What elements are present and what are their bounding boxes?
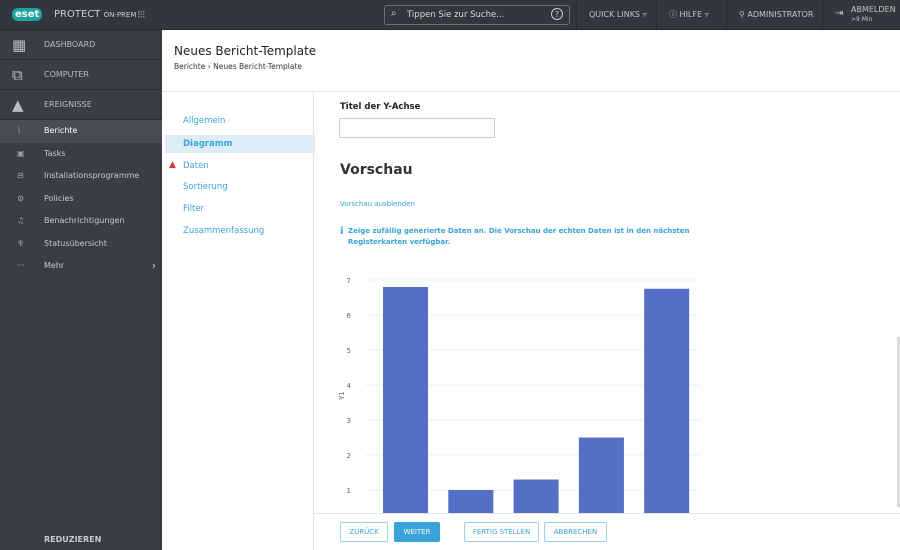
- y-axis-title-input[interactable]: [339, 118, 495, 138]
- computer-icon: ⧉: [12, 66, 23, 84]
- user-label: ADMINISTRATOR: [747, 10, 814, 19]
- reports-icon: ⌇: [17, 126, 21, 135]
- breadcrumb: Berichte › Neues Bericht-Template: [174, 62, 302, 71]
- page-title: Neues Bericht-Template: [174, 44, 317, 58]
- sidebar-item-events[interactable]: ▲ EREIGNISSE: [0, 90, 162, 120]
- warning-icon: ▲: [169, 160, 176, 170]
- product-suffix: ON-PREM: [103, 11, 137, 19]
- sidebar-item-reports[interactable]: ⌇ Berichte: [0, 120, 162, 143]
- eset-logo: eset: [12, 8, 43, 21]
- sidebar-label: Installationsprogramme: [44, 171, 140, 180]
- session-time: >9 Min: [851, 16, 873, 23]
- sidebar-label: COMPUTER: [44, 70, 89, 79]
- info-text: Zeige zufällig generierte Daten an. Die …: [348, 227, 690, 246]
- chevron-down-icon: ▿: [642, 10, 647, 19]
- bar: [383, 287, 428, 513]
- sidebar-item-tasks[interactable]: ▣ Tasks: [0, 143, 162, 166]
- quick-links-label: QUICK LINKS: [589, 10, 641, 19]
- y-tick-label: 5: [347, 347, 351, 355]
- step-summary[interactable]: Zusammenfassung: [183, 226, 265, 236]
- preview-heading: Vorschau: [340, 162, 413, 178]
- y-tick-label: 1: [347, 487, 351, 495]
- hide-preview-link[interactable]: Vorschau ausblenden: [340, 200, 415, 208]
- installer-icon: ⊟: [17, 171, 24, 180]
- help-menu[interactable]: ⓘ HILFE ▿: [656, 0, 726, 30]
- wizard-footer: ZURÜCK WEITER FERTIG STELLEN ABBRECHEN: [314, 513, 900, 550]
- logout-icon: ⇥: [835, 8, 844, 19]
- y-axis-label: Y1: [338, 391, 346, 401]
- sidebar-item-more[interactable]: ··· Mehr ›: [0, 255, 162, 278]
- more-icon: ···: [17, 261, 25, 270]
- chevron-right-icon: ›: [151, 259, 156, 272]
- sidebar-item-installers[interactable]: ⊟ Installationsprogramme: [0, 165, 162, 188]
- info-icon: i: [340, 226, 344, 237]
- collapse-sidebar-button[interactable]: REDUZIEREN: [44, 535, 102, 544]
- warning-icon: ▲: [12, 96, 24, 114]
- dashboard-icon: ▦: [12, 36, 27, 54]
- logout-button[interactable]: ⇥ ABMELDEN >9 Min: [822, 0, 900, 30]
- logout-label: ABMELDEN: [851, 5, 896, 14]
- tasks-icon: ▣: [17, 148, 25, 158]
- sidebar-label: Berichte: [44, 126, 78, 135]
- y-axis-title-label: Titel der Y-Achse: [340, 102, 421, 112]
- help-label: HILFE: [679, 10, 703, 19]
- page-header: Neues Bericht-Template Berichte › Neues …: [162, 30, 900, 92]
- search-icon: ⌕: [391, 8, 397, 19]
- chevron-down-icon: ▿: [704, 10, 709, 19]
- user-menu[interactable]: ⚲ ADMINISTRATOR: [726, 0, 822, 30]
- step-filter[interactable]: Filter: [183, 204, 205, 214]
- cancel-button[interactable]: ABBRECHEN: [544, 522, 607, 542]
- sidebar-label: DASHBOARD: [44, 40, 96, 49]
- wizard-steps: Allgemein Diagramm ▲ Daten Sortierung Fi…: [162, 92, 315, 550]
- y-tick-label: 2: [347, 452, 351, 460]
- sidebar: ▦ DASHBOARD ⧉ COMPUTER ▲ EREIGNISSE ⌇ Berich…: [0, 30, 162, 550]
- main-content: Titel der Y-Achse Vorschau Vorschau ausb…: [314, 92, 900, 513]
- product-label: PROTECT: [54, 9, 101, 20]
- bar: [513, 479, 559, 513]
- back-button[interactable]: ZURÜCK: [340, 522, 388, 542]
- bar: [644, 288, 690, 513]
- sidebar-label: Tasks: [44, 148, 66, 158]
- product-name: PROTECT ON-PREM: [54, 9, 136, 20]
- step-general[interactable]: Allgemein: [183, 116, 226, 126]
- top-bar: eset PROTECT ON-PREM ⁝⁝⁝ ⌕ Tippen Sie zur…: [0, 0, 900, 30]
- sidebar-label: Benachrichtigungen: [44, 216, 125, 225]
- stethoscope-icon: ♆: [17, 238, 25, 248]
- apps-grid-icon[interactable]: ⁝⁝⁝: [137, 8, 145, 21]
- quick-links-menu[interactable]: QUICK LINKS ▿: [576, 0, 656, 30]
- sidebar-item-policies[interactable]: ⚙ Policies: [0, 188, 162, 211]
- bell-icon: ♫: [17, 216, 25, 225]
- info-message: i Zeige zufällig generierte Daten an. Die…: [340, 226, 720, 248]
- policies-icon: ⚙: [17, 193, 25, 203]
- sidebar-label: Statusübersicht: [44, 238, 107, 248]
- scrollbar[interactable]: [897, 337, 900, 507]
- breadcrumb-reports[interactable]: Berichte: [174, 62, 206, 71]
- step-data[interactable]: Daten: [183, 161, 209, 171]
- sidebar-label: Mehr: [44, 261, 65, 270]
- preview-chart: 1 2 3 4 5 6 7 Y1: [338, 277, 700, 513]
- step-chart[interactable]: Diagramm: [165, 135, 315, 153]
- sidebar-item-notifications[interactable]: ♫ Benachrichtigungen: [0, 210, 162, 233]
- finish-button[interactable]: FERTIG STELLEN: [464, 522, 539, 542]
- y-tick-label: 6: [347, 312, 352, 320]
- user-icon: ⚲: [739, 10, 745, 19]
- chevron-right-icon: ›: [207, 62, 211, 71]
- bar: [578, 437, 624, 513]
- search-input[interactable]: ⌕ Tippen Sie zur Suche...?: [384, 5, 570, 25]
- y-tick-label: 3: [347, 417, 351, 425]
- sidebar-label: EREIGNISSE: [44, 100, 92, 109]
- sidebar-item-status[interactable]: ♆ Statusübersicht: [0, 233, 162, 256]
- y-tick-label: 7: [347, 277, 351, 285]
- help-circle-icon[interactable]: ?: [551, 8, 563, 20]
- sidebar-item-computer[interactable]: ⧉ COMPUTER: [0, 60, 162, 90]
- sidebar-item-dashboard[interactable]: ▦ DASHBOARD: [0, 30, 162, 60]
- y-tick-label: 4: [347, 382, 352, 390]
- step-sorting[interactable]: Sortierung: [183, 182, 228, 192]
- breadcrumb-current: Neues Bericht-Template: [213, 62, 303, 71]
- search-placeholder: Tippen Sie zur Suche...: [407, 10, 505, 20]
- next-button[interactable]: WEITER: [394, 522, 440, 542]
- help-icon: ⓘ: [669, 10, 677, 19]
- sidebar-label: Policies: [44, 193, 74, 203]
- bar: [448, 490, 494, 513]
